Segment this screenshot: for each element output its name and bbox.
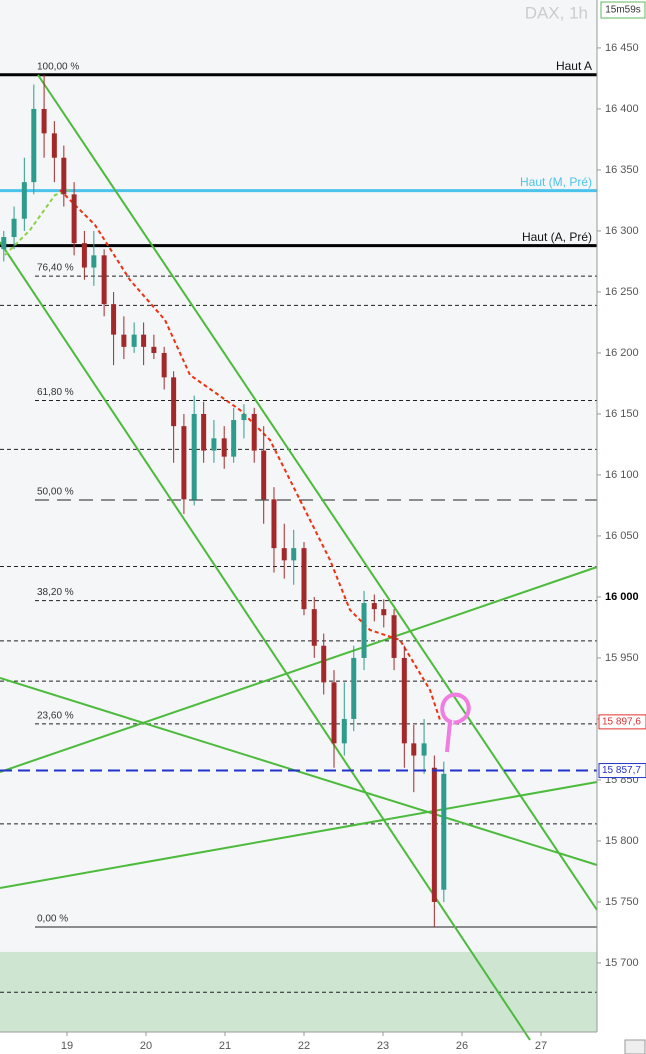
price-axis <box>597 0 646 1054</box>
candle-body <box>131 334 137 347</box>
candle-body <box>311 609 317 646</box>
candle-body <box>161 352 167 378</box>
trendline <box>0 566 598 773</box>
candle-body <box>241 413 247 421</box>
trendline <box>37 74 598 911</box>
timer: 15m59s <box>605 5 641 16</box>
pen-drawing <box>440 692 471 753</box>
line-label: Haut (A, Pré) <box>522 230 592 244</box>
y-tick-label: 16 400 <box>605 103 639 115</box>
x-tick-label: 20 <box>140 1040 152 1052</box>
candle-body <box>261 450 267 500</box>
candle-body <box>291 548 297 561</box>
candle-body <box>431 767 437 902</box>
candle-body <box>41 108 47 134</box>
candle-body <box>11 218 17 238</box>
candle-body <box>71 194 77 244</box>
candle-body <box>201 413 207 451</box>
candle-body <box>141 334 147 347</box>
candle-body <box>441 773 447 890</box>
candle-body <box>301 548 307 610</box>
fib-label: 38,20 % <box>37 587 74 598</box>
x-tick-label: 26 <box>456 1040 468 1052</box>
candle-body <box>351 657 357 719</box>
candle-body <box>121 334 127 347</box>
y-tick-label: 15 950 <box>605 652 639 664</box>
candle-body <box>1 237 7 250</box>
candle-body <box>341 718 347 744</box>
y-tick-label: 16 150 <box>605 408 639 420</box>
candle-body <box>271 499 277 549</box>
fib-label: 0,00 % <box>37 914 68 925</box>
price-label-box <box>598 714 646 730</box>
candle-body <box>401 657 407 744</box>
fib-label: 100,00 % <box>37 61 79 72</box>
price-label: 15 857,7 <box>602 765 641 776</box>
plot-background <box>0 0 597 1032</box>
y-tick-label: 15 750 <box>605 896 639 908</box>
y-tick-label: 16 100 <box>605 469 639 481</box>
trendline <box>0 241 531 1041</box>
price-label-box <box>598 763 646 779</box>
candle-body <box>191 413 197 500</box>
fib-label: 61,80 % <box>37 387 74 398</box>
candle-body <box>211 438 217 451</box>
candle-body <box>91 255 97 268</box>
candle-body <box>51 133 57 158</box>
candle-body <box>61 157 67 195</box>
x-tick-label: 23 <box>377 1040 389 1052</box>
candle-body <box>81 243 87 268</box>
y-tick-label: 16 300 <box>605 225 639 237</box>
fib-label: 50,00 % <box>37 487 74 498</box>
x-tick-label: 19 <box>61 1040 73 1052</box>
y-tick-label: 16 350 <box>605 164 639 176</box>
candle-body <box>391 615 397 658</box>
candle-body <box>371 603 377 610</box>
x-tick-label: 27 <box>535 1040 547 1052</box>
candle-body <box>21 182 27 219</box>
candle-body <box>101 255 107 305</box>
y-tick-label: 16 250 <box>605 286 639 298</box>
x-tick-label: 22 <box>298 1040 310 1052</box>
candle-body <box>331 682 337 744</box>
candle-body <box>171 377 177 427</box>
y-tick-label: 16 450 <box>605 42 639 54</box>
candle-body <box>361 603 367 658</box>
candle-body <box>31 108 37 183</box>
candle-body <box>421 743 427 756</box>
candle-body <box>221 438 227 457</box>
candle-body <box>321 645 327 683</box>
candle-body <box>281 548 287 561</box>
y-tick-label: 15 700 <box>605 957 639 969</box>
fib-label: 76,40 % <box>37 263 74 274</box>
line-label: Haut A <box>556 59 592 73</box>
candle-body <box>381 609 387 616</box>
y-tick-label: 16 050 <box>605 530 639 542</box>
chart-title: DAX, 1h <box>525 3 588 22</box>
fib-label: 23,60 % <box>37 710 74 721</box>
y-tick-label: 16 200 <box>605 347 639 359</box>
candle-body <box>111 304 117 335</box>
trendline <box>0 781 598 889</box>
timer-box <box>600 1 646 19</box>
settings-button[interactable] <box>624 1039 646 1054</box>
x-tick-label: 21 <box>219 1040 231 1052</box>
price-label: 15 897,6 <box>602 717 641 728</box>
candle-body <box>231 420 237 457</box>
candle-body <box>251 413 257 451</box>
candle-body <box>411 743 417 756</box>
y-tick-label: 15 800 <box>605 835 639 847</box>
candle-body <box>181 426 187 500</box>
y-tick-label: 16 000 <box>605 591 639 603</box>
line-label: Haut (M, Pré) <box>520 175 592 189</box>
candle-body <box>151 346 157 353</box>
